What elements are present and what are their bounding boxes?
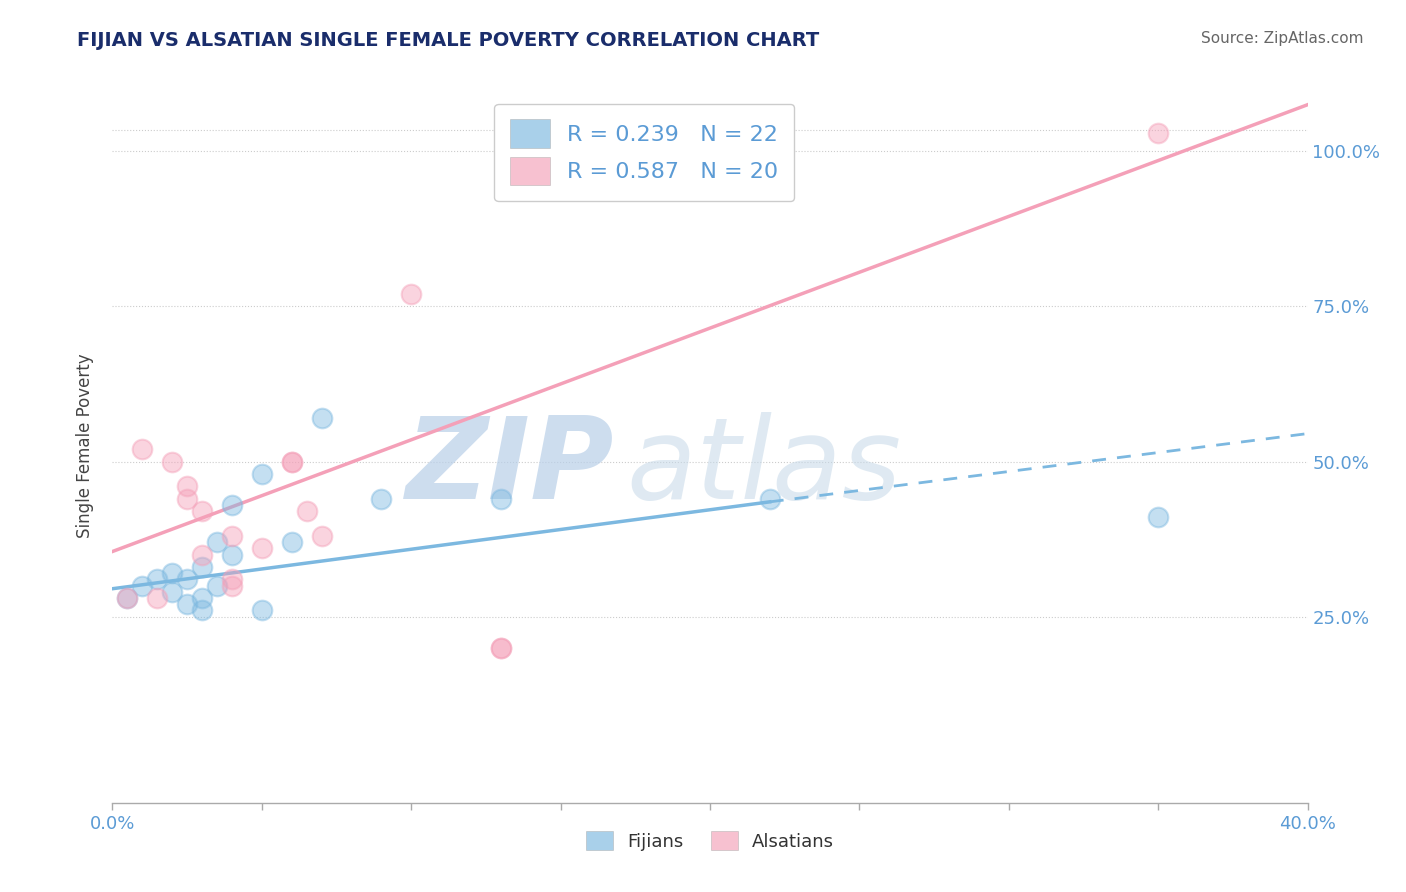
Text: FIJIAN VS ALSATIAN SINGLE FEMALE POVERTY CORRELATION CHART: FIJIAN VS ALSATIAN SINGLE FEMALE POVERTY… <box>77 31 820 50</box>
Point <box>191 504 214 518</box>
Point <box>489 640 512 655</box>
Point <box>176 479 198 493</box>
Point <box>205 535 228 549</box>
Point <box>250 467 273 481</box>
Point <box>401 287 423 301</box>
Point <box>117 591 139 605</box>
Point <box>489 491 512 506</box>
Point <box>281 454 304 468</box>
Point <box>191 591 214 605</box>
Point <box>191 560 214 574</box>
Point <box>281 535 304 549</box>
Point <box>1147 126 1170 140</box>
Point <box>176 491 198 506</box>
Point <box>131 579 153 593</box>
Text: Source: ZipAtlas.com: Source: ZipAtlas.com <box>1201 31 1364 46</box>
Point <box>162 584 183 599</box>
Point <box>146 591 169 605</box>
Point <box>221 548 243 562</box>
Point <box>221 529 243 543</box>
Point <box>1147 510 1170 524</box>
Point <box>205 579 228 593</box>
Point <box>295 504 318 518</box>
Point <box>250 541 273 556</box>
Point <box>281 454 304 468</box>
Point <box>117 591 139 605</box>
Point <box>221 573 243 587</box>
Text: atlas: atlas <box>627 412 901 523</box>
Point <box>221 579 243 593</box>
Point <box>191 603 214 617</box>
Text: ZIP: ZIP <box>406 412 614 523</box>
Point <box>311 529 333 543</box>
Point <box>759 491 782 506</box>
Point <box>131 442 153 456</box>
Point <box>146 573 169 587</box>
Point <box>176 573 198 587</box>
Point <box>250 603 273 617</box>
Point <box>191 548 214 562</box>
Point <box>370 491 392 506</box>
Point <box>162 454 183 468</box>
Point <box>221 498 243 512</box>
Point <box>489 640 512 655</box>
Legend: Fijians, Alsatians: Fijians, Alsatians <box>579 824 841 858</box>
Point <box>311 411 333 425</box>
Point <box>176 597 198 611</box>
Y-axis label: Single Female Poverty: Single Female Poverty <box>76 354 94 538</box>
Point <box>162 566 183 581</box>
